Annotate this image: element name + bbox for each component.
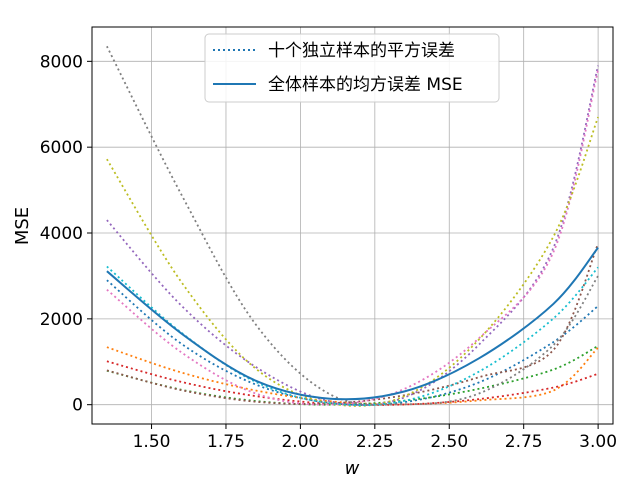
x-axis-label: w bbox=[345, 458, 360, 479]
x-tick-label: 2.50 bbox=[430, 432, 468, 452]
y-tick-label: 4000 bbox=[40, 224, 83, 244]
overall-mse-line bbox=[106, 246, 599, 401]
sample-squared-error-line-3 bbox=[106, 345, 599, 406]
x-tick-label: 1.50 bbox=[133, 432, 171, 452]
series-lines bbox=[106, 45, 599, 407]
y-axis-label: MSE bbox=[12, 207, 33, 245]
legend-box bbox=[204, 33, 500, 103]
sample-squared-error-line-6 bbox=[106, 243, 599, 405]
x-tick-label: 2.00 bbox=[281, 432, 319, 452]
x-tick-label: 3.00 bbox=[579, 432, 617, 452]
y-tick-label: 0 bbox=[72, 396, 83, 416]
sample-squared-error-line-2 bbox=[106, 346, 599, 406]
plot-frame bbox=[91, 26, 614, 425]
x-axis-ticks: 1.50 1.75 2.00 2.25 2.50 2.75 3.00 bbox=[133, 424, 617, 452]
x-tick-label: 2.25 bbox=[356, 432, 394, 452]
y-tick-label: 6000 bbox=[40, 138, 83, 158]
x-tick-label: 2.75 bbox=[505, 432, 543, 452]
sample-squared-error-line-8 bbox=[106, 45, 599, 406]
x-tick-label: 1.75 bbox=[207, 432, 245, 452]
legend: 十个独立样本的平方误差 全体样本的均方误差 MSE bbox=[204, 33, 500, 103]
y-tick-label: 2000 bbox=[40, 310, 83, 330]
y-axis-ticks: 0 2000 4000 6000 8000 bbox=[40, 52, 92, 416]
sample-squared-error-line-5 bbox=[106, 65, 599, 406]
y-tick-label: 8000 bbox=[40, 52, 83, 72]
legend-label-samples: 十个独立样本的平方误差 bbox=[268, 41, 455, 61]
legend-label-mse: 全体样本的均方误差 MSE bbox=[268, 75, 463, 95]
